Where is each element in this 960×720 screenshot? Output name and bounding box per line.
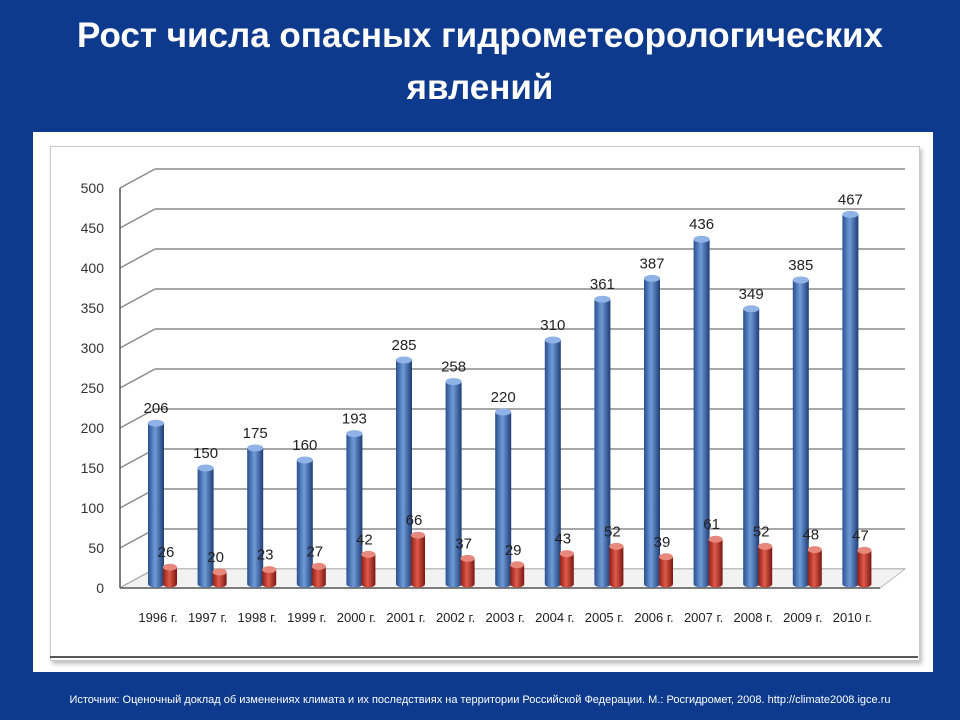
grid: 0 50 100 150 200 250 300 350 400 450 500 — [81, 168, 905, 596]
data-label-blue: 175 — [243, 425, 268, 442]
data-label-blue: 285 — [391, 337, 416, 354]
data-label-red: 39 — [654, 534, 671, 551]
bar-red — [857, 546, 872, 588]
x-tick-label: 1998 г. — [238, 610, 277, 625]
data-label-blue: 193 — [342, 411, 367, 428]
y-tick-label: 350 — [81, 300, 105, 316]
y-tick-label: 400 — [81, 260, 105, 276]
bar-blue — [396, 356, 412, 588]
bar-red — [311, 562, 326, 588]
bar-red — [361, 550, 376, 588]
y-tick-label: 150 — [81, 460, 105, 476]
data-label-red: 47 — [852, 527, 869, 544]
gridline-depth — [119, 248, 156, 269]
bar-red — [758, 542, 773, 588]
data-label-blue: 206 — [143, 400, 168, 417]
gridline-depth — [119, 208, 156, 229]
gridline-depth — [119, 328, 156, 349]
data-label-red: 42 — [356, 531, 373, 548]
data-label-red: 61 — [703, 516, 720, 533]
data-label-red: 26 — [158, 544, 175, 561]
data-label-blue: 310 — [540, 317, 565, 334]
data-label-blue: 436 — [689, 216, 714, 233]
x-tick-label: 2007 г. — [684, 610, 723, 625]
bar-blue — [644, 274, 660, 588]
bar-red — [262, 566, 277, 588]
bar-red — [460, 554, 475, 588]
data-label-blue: 150 — [193, 445, 218, 462]
data-label-red: 52 — [604, 523, 621, 540]
data-label-red: 29 — [505, 542, 522, 559]
bar-blue — [495, 408, 512, 588]
data-label-red: 66 — [406, 512, 423, 529]
data-label-blue: 349 — [739, 286, 764, 303]
data-label-blue: 361 — [590, 276, 615, 293]
x-tick-label: 2001 г. — [386, 610, 425, 625]
data-label-red: 48 — [802, 527, 819, 544]
bar-blue — [792, 276, 809, 588]
y-tick-label: 300 — [81, 340, 105, 356]
x-tick-label: 2002 г. — [436, 610, 475, 625]
data-label-blue: 385 — [788, 257, 813, 274]
x-tick-label: 1999 г. — [287, 610, 326, 625]
data-label-red: 20 — [207, 549, 224, 566]
data-label-red: 23 — [257, 547, 274, 564]
bar-blue — [594, 295, 611, 588]
y-tick-label: 250 — [81, 380, 105, 396]
slide-title: Рост числа опасных гидрометеорологически… — [76, 16, 884, 107]
y-tick-label: 100 — [81, 500, 105, 516]
source-note: Источник: Оценочный доклад об изменениях… — [69, 694, 891, 706]
bar-blue — [693, 235, 710, 588]
data-label-blue: 160 — [292, 437, 317, 454]
data-label-red: 52 — [753, 523, 770, 540]
data-label-blue: 220 — [491, 389, 516, 406]
y-tick-label: 0 — [96, 580, 104, 596]
bar-red — [212, 568, 227, 588]
bar-blue — [148, 419, 164, 588]
bar-blue — [544, 336, 561, 588]
x-tick-label: 2008 г. — [734, 610, 773, 625]
data-label-red: 43 — [554, 531, 571, 548]
data-label-blue: 467 — [838, 191, 863, 208]
bar-red — [609, 542, 624, 588]
data-label-red: 27 — [306, 543, 323, 560]
bar-red — [807, 546, 822, 588]
data-label-blue: 258 — [441, 359, 466, 376]
bar-blue — [842, 210, 859, 588]
bar-red — [559, 550, 574, 588]
bar-blue — [445, 378, 462, 588]
data-label-red: 37 — [455, 535, 472, 552]
x-tick-label: 2006 г. — [634, 610, 673, 625]
gridline-depth — [119, 408, 156, 429]
gridline-depth — [119, 368, 156, 389]
x-tick-label: 1997 г. — [188, 610, 227, 625]
y-tick-label: 50 — [88, 540, 104, 556]
bar-blue — [346, 430, 363, 588]
gridline-depth — [119, 168, 156, 189]
y-tick-label: 200 — [81, 420, 105, 436]
bar-blue — [296, 456, 313, 588]
bar-red — [510, 561, 525, 588]
bar-blue — [197, 464, 214, 588]
bar-red — [708, 535, 723, 588]
gridline-depth — [119, 288, 156, 309]
data-label-blue: 387 — [639, 255, 664, 272]
bar-blue — [743, 305, 760, 588]
x-tick-label: 1996 г. — [138, 610, 177, 625]
bar-red — [163, 563, 177, 588]
y-tick-label: 500 — [81, 180, 105, 196]
x-tick-label: 2009 г. — [783, 610, 822, 625]
x-tick-label: 2000 г. — [337, 610, 376, 625]
bar-red — [411, 531, 425, 588]
bar-blue — [247, 444, 264, 588]
x-tick-label: 2004 г. — [535, 610, 574, 625]
x-tick-label: 2010 г. — [833, 610, 872, 625]
x-tick-label: 2005 г. — [585, 610, 624, 625]
x-tick-label: 2003 г. — [486, 610, 525, 625]
bar-red — [659, 553, 673, 588]
y-tick-label: 450 — [81, 220, 105, 236]
